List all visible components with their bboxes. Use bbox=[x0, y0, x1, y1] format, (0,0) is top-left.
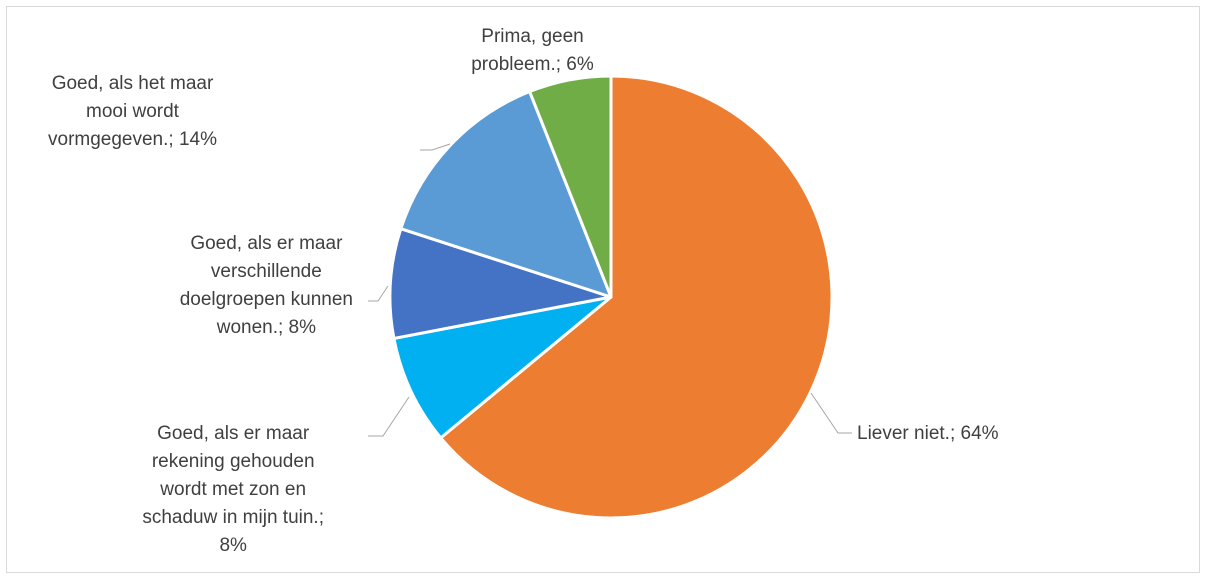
pie-slice-3 bbox=[388, 227, 613, 340]
slice-label-3: Goed, als er maar verschillende doelgroe… bbox=[179, 233, 353, 338]
leader-line-3 bbox=[368, 285, 389, 302]
pie-slice-5 bbox=[528, 74, 613, 299]
pie-slice-2 bbox=[392, 295, 613, 440]
pie-slice-1 bbox=[439, 74, 834, 520]
leader-line-2 bbox=[368, 396, 410, 437]
slice-label-5: Prima, geen probleem.; 6% bbox=[471, 26, 594, 75]
pie-slice-4 bbox=[399, 90, 613, 299]
slice-label-2: Goed, als er maar rekening gehouden word… bbox=[142, 423, 324, 556]
leader-line-4 bbox=[420, 143, 451, 151]
slice-label-4: Goed, als het maar mooi wordt vormgegeve… bbox=[48, 73, 217, 150]
leader-line-1 bbox=[810, 392, 852, 434]
slice-label-1: Liever niet.; 64% bbox=[857, 423, 999, 444]
